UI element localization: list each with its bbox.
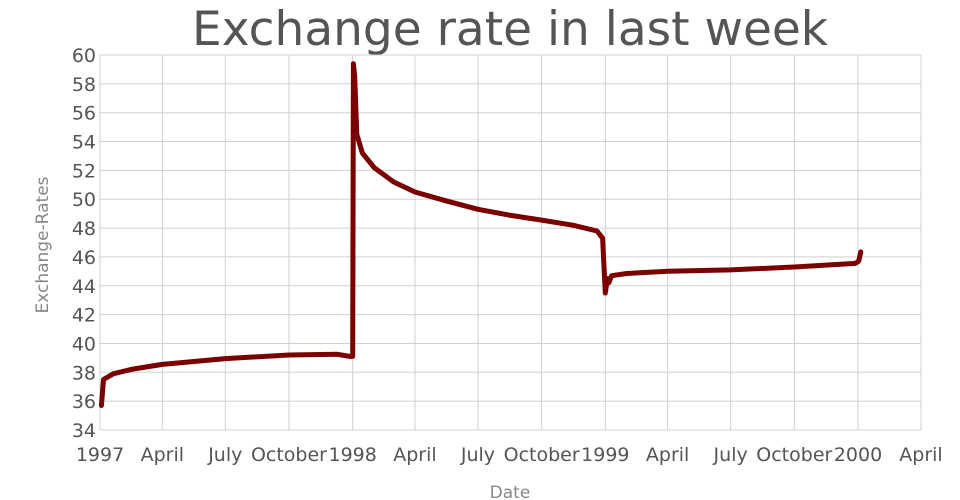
x-tick-label: 1998 [328,444,376,466]
y-tick-label: 58 [72,74,96,96]
x-tick-label: October [756,444,832,466]
x-tick-label: October [251,444,327,466]
y-axis-ticks: 34 36 38 40 42 44 46 48 50 52 54 56 58 60 [72,45,96,442]
x-tick-label: July [713,444,748,466]
x-tick-label: July [460,444,495,466]
x-tick-label: April [141,444,184,466]
x-tick-label: July [207,444,242,466]
y-tick-label: 42 [72,305,96,327]
y-tick-label: 54 [72,132,96,154]
x-tick-label: 2000 [834,444,882,466]
x-tick-label: April [899,444,942,466]
x-axis-label: Date [490,483,531,500]
chart-title: Exchange rate in last week [192,2,829,57]
y-tick-label: 36 [72,391,96,413]
x-tick-label: October [504,444,580,466]
x-tick-label: April [646,444,689,466]
exchange-rate-series-line [98,61,864,408]
chart-grid [99,54,922,431]
y-tick-label: 40 [72,333,96,355]
chart-series [98,61,864,408]
y-tick-label: 50 [72,189,96,211]
y-tick-label: 44 [72,276,96,298]
y-tick-label: 52 [72,160,96,182]
x-axis-ticks: 1997 April July October 1998 April July October… [76,444,943,466]
y-tick-label: 48 [72,218,96,240]
y-tick-label: 34 [72,420,96,442]
x-tick-label: 1999 [581,444,629,466]
y-tick-label: 60 [72,45,96,67]
y-axis-label: Exchange-Rates [33,176,53,313]
x-tick-label: April [393,444,436,466]
y-tick-label: 46 [72,247,96,269]
y-tick-label: 56 [72,103,96,125]
y-tick-label: 38 [72,362,96,384]
x-tick-label: 1997 [76,444,124,466]
